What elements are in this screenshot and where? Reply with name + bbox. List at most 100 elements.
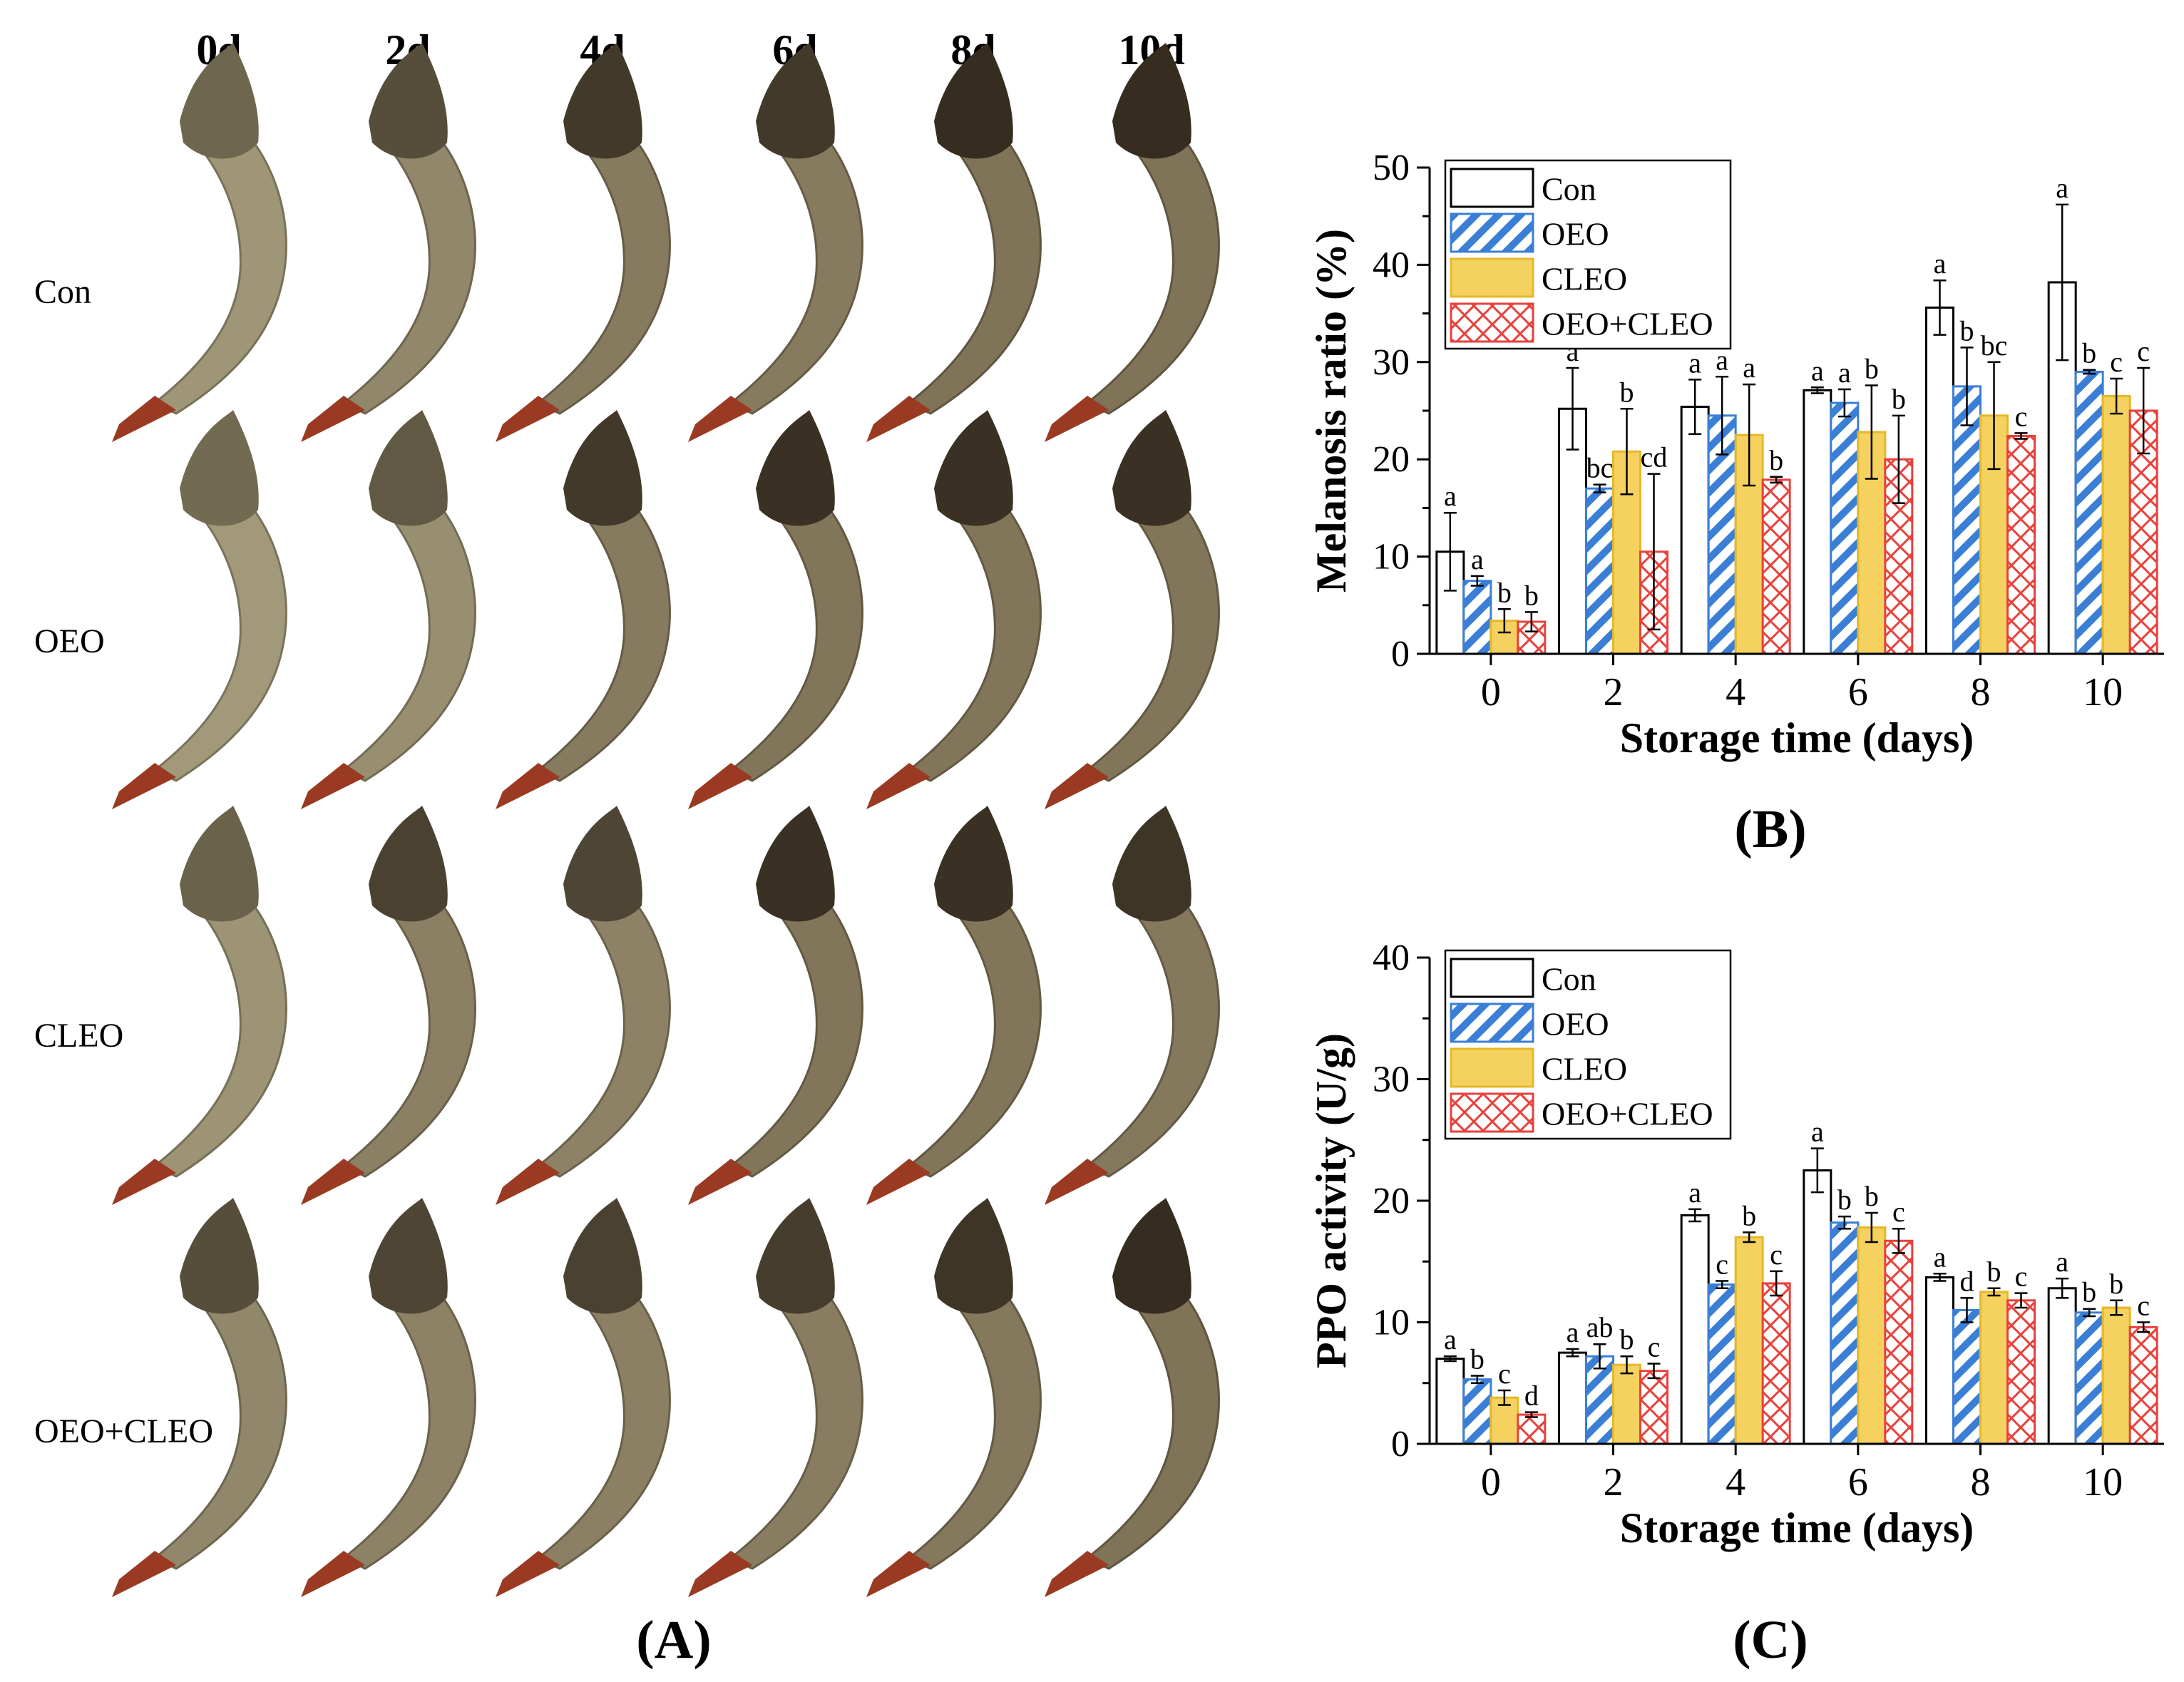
y-axis-title: Melanosis ratio (%) — [1308, 229, 1355, 593]
shrimp-grid — [112, 43, 1220, 1597]
bar — [2074, 370, 2104, 655]
shrimp-photo — [688, 410, 863, 809]
significance-letter: c — [1716, 1248, 1728, 1281]
significance-letter: a — [1688, 1176, 1701, 1209]
legend-swatch — [1450, 302, 1534, 343]
bar — [1462, 1378, 1492, 1445]
shrimp-head — [369, 410, 448, 526]
significance-letter: a — [1444, 480, 1457, 512]
significance-letter: b — [1837, 1184, 1852, 1216]
shrimp-tail — [112, 396, 176, 442]
bar — [1952, 1308, 1982, 1445]
significance-letter: bc — [1586, 452, 1614, 484]
significance-letter: c — [2015, 1261, 2028, 1293]
row-label: CLEO — [34, 1017, 123, 1055]
significance-letter: d — [1960, 1265, 1974, 1297]
shrimp-tail — [688, 396, 752, 442]
x-axis-title: Storage time (days) — [1620, 1504, 1974, 1552]
shrimp-body — [536, 473, 671, 782]
shrimp-photo — [1045, 43, 1220, 442]
shrimp-photo — [112, 1198, 287, 1597]
legend-swatch — [1450, 958, 1534, 998]
shrimp-photo — [688, 1198, 863, 1597]
shrimp-tail — [112, 763, 176, 809]
shrimp-tail — [688, 1159, 752, 1205]
x-tick-label: 2 — [1604, 1460, 1624, 1504]
shrimp-body — [153, 868, 287, 1178]
x-tick-label: 10 — [2083, 1460, 2123, 1504]
legend-label: OEO — [1542, 216, 1609, 252]
bar — [1734, 1236, 1764, 1445]
shrimp-body — [1085, 106, 1220, 415]
shrimp-tail — [1045, 1159, 1109, 1205]
y-tick-label: 40 — [1373, 245, 1410, 285]
bar — [1680, 406, 1710, 655]
bar — [1884, 1239, 1914, 1445]
shrimp-tail — [1045, 396, 1109, 442]
shrimp-head — [180, 806, 259, 922]
bar — [2074, 1311, 2104, 1445]
bar — [1435, 1358, 1465, 1445]
shrimp-head — [180, 43, 259, 159]
bar — [2006, 434, 2036, 655]
significance-letter: a — [1934, 247, 1947, 280]
significance-letter: b — [1497, 576, 1512, 608]
shrimp-photo — [688, 806, 863, 1205]
shrimp-photo — [866, 43, 1042, 442]
shrimp-head — [563, 43, 642, 159]
bar — [1585, 487, 1614, 655]
shrimp-head — [180, 410, 259, 526]
shrimp-body — [342, 1261, 476, 1570]
bar — [1803, 1169, 1832, 1445]
shrimp-head — [756, 410, 835, 526]
legend-swatch — [1450, 1092, 1534, 1133]
significance-letter: b — [1987, 1256, 2001, 1288]
x-tick-label: 0 — [1481, 1460, 1501, 1504]
x-tick-label: 0 — [1481, 670, 1501, 714]
x-axis-title: Storage time (days) — [1620, 714, 1974, 761]
shrimp-photo — [301, 806, 476, 1205]
significance-letter: a — [1444, 1323, 1457, 1355]
shrimp-photo — [496, 410, 671, 809]
x-tick-label: 4 — [1726, 1460, 1745, 1504]
day-labels: 0d 2d 4d 6d 8d 10d — [196, 26, 1184, 73]
bar — [1979, 1291, 2009, 1445]
shrimp-tail — [496, 1159, 560, 1205]
significance-letter: b — [1769, 444, 1783, 476]
shrimp-body — [907, 473, 1042, 782]
shrimp-body — [536, 868, 671, 1178]
significance-letter: b — [1524, 579, 1539, 611]
shrimp-head — [563, 806, 642, 922]
significance-letter: a — [1471, 543, 1484, 575]
shrimp-photo — [496, 43, 671, 442]
legend-swatch — [1450, 212, 1534, 253]
shrimp-head — [563, 1198, 642, 1314]
y-tick-label: 50 — [1373, 148, 1410, 188]
shrimp-body — [342, 106, 476, 415]
bar — [1707, 1283, 1737, 1445]
shrimp-tail — [866, 396, 930, 442]
shrimp-head — [934, 806, 1013, 922]
shrimp-tail — [496, 396, 560, 442]
shrimp-tail — [301, 763, 365, 809]
shrimp-tail — [496, 763, 560, 809]
shrimp-tail — [112, 1551, 176, 1597]
shrimp-head — [934, 43, 1013, 159]
legend-swatch — [1450, 168, 1534, 208]
shrimp-photo — [301, 43, 476, 442]
shrimp-head — [1112, 43, 1191, 159]
significance-letter: c — [2015, 400, 2028, 432]
row-label: OEO+CLEO — [34, 1412, 213, 1450]
y-tick-label: 30 — [1373, 342, 1410, 383]
row-labels: Con OEO CLEO OEO+CLEO — [34, 273, 213, 1450]
bar — [1585, 1355, 1614, 1445]
legend-swatch — [1450, 257, 1534, 298]
legend-label: Con — [1542, 171, 1596, 207]
bar — [2101, 395, 2131, 655]
legend-label: Con — [1542, 961, 1596, 998]
significance-letter: a — [1716, 344, 1728, 376]
shrimp-photo — [1045, 806, 1220, 1205]
shrimp-head — [934, 1198, 1013, 1314]
significance-letter: ab — [1586, 1311, 1614, 1343]
